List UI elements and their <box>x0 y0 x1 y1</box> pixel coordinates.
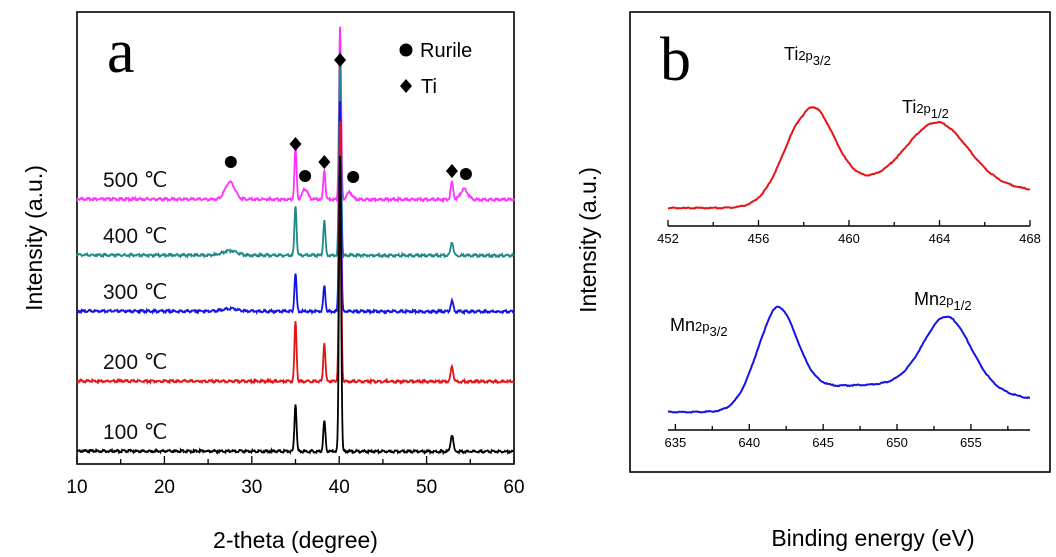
ti-peak-marker <box>445 164 458 178</box>
panel-b-spectrum-line <box>667 106 1031 210</box>
rutile-peak-marker <box>299 170 312 182</box>
panel-b-x-tick-label: 655 <box>960 435 982 450</box>
panel-a-x-tick-label: 50 <box>416 477 437 498</box>
panel-a-x-tick-label: 10 <box>66 477 87 498</box>
panel-a-series-label: 400 ℃ <box>103 225 167 248</box>
panel-a-x-tick-label: 30 <box>241 477 262 498</box>
panel-a-series-label: 300 ℃ <box>103 281 167 304</box>
ti-2p32-label: Ti2p3/2 <box>784 44 831 68</box>
panel-a-series-line <box>76 101 515 316</box>
rutile-peak-marker <box>224 156 237 168</box>
legend-label-rutile: Rurile <box>420 40 472 62</box>
panel-a-x-tick-label: 20 <box>154 477 175 498</box>
rutile-peak-marker <box>347 171 360 183</box>
panel-b-spectrum-line <box>667 305 1031 414</box>
panel-a-series-label: 100 ℃ <box>103 421 167 444</box>
rutile-peak-marker <box>459 168 472 180</box>
panel-b-x-tick-label: 460 <box>838 231 860 246</box>
panel-a-y-label: Intensity (a.u.) <box>21 165 47 311</box>
legend-label-ti: Ti <box>421 76 437 98</box>
ti-peak-marker <box>318 155 331 169</box>
panel-b-label: b <box>660 26 691 94</box>
panel-a-series-label: 200 ℃ <box>103 351 167 374</box>
panel-b-x-tick-label: 650 <box>886 435 908 450</box>
panel-a-series-label: 500 ℃ <box>103 169 167 192</box>
panel-a-label: a <box>107 18 135 86</box>
panel-b-x-tick-label: 645 <box>812 435 834 450</box>
ti-peak-marker <box>334 53 347 67</box>
panel-a-x-tick-label: 60 <box>503 477 524 498</box>
legend-diamond-icon <box>400 79 412 93</box>
panel-a-x-tick-label: 40 <box>329 477 350 498</box>
panel-a-series-line <box>76 121 515 386</box>
panel-b-y-label: Intensity (a.u.) <box>575 167 601 313</box>
panel-b-x-label: Binding energy (eV) <box>771 525 974 551</box>
panel-a-series-line <box>76 156 515 456</box>
panel-a-x-label: 2-theta (degree) <box>213 527 378 553</box>
panel-b-frame <box>629 11 1051 473</box>
panel-b-x-tick-label: 464 <box>929 231 951 246</box>
ti-peak-marker <box>289 137 302 151</box>
panel-b-x-tick-label: 456 <box>748 231 770 246</box>
mn-2p32-label: Mn2p3/2 <box>670 315 728 339</box>
panel-b-x-tick-label: 452 <box>657 231 679 246</box>
panel-b-x-tick-label: 468 <box>1019 231 1041 246</box>
ti-2p12-label: Ti2p1/2 <box>902 97 949 121</box>
panel-a-series-line <box>76 51 515 260</box>
mn-2p12-label: Mn2p1/2 <box>914 289 972 313</box>
legend-circle-icon <box>399 43 413 57</box>
panel-b-x-tick-label: 640 <box>738 435 760 450</box>
panel-b-x-tick-label: 635 <box>665 435 687 450</box>
